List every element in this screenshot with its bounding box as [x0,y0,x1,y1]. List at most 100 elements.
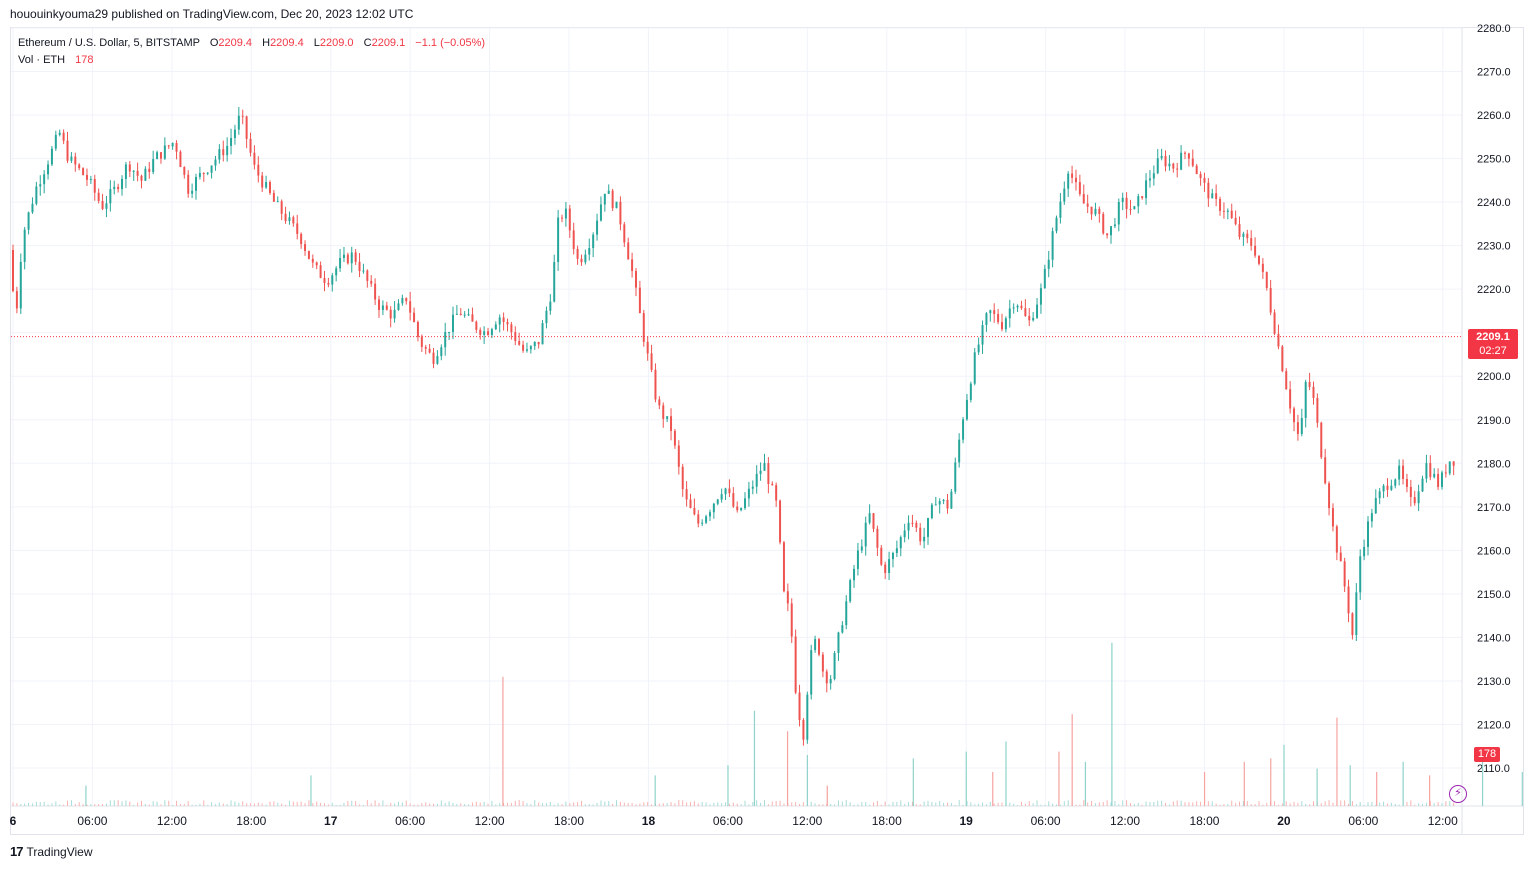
candle-body [35,186,38,204]
candle-body [381,305,384,310]
volume-bar [705,802,707,806]
volume-bar [748,804,750,806]
candle-body [187,174,190,194]
volume-bar [397,801,399,806]
volume-bar [1246,801,1248,806]
candle-body [833,653,836,679]
volume-bar [1168,804,1170,806]
high-value: 2209.4 [270,37,304,49]
volume-bar [1262,804,1264,806]
candle-body [541,323,544,345]
volume-bar [783,803,785,806]
candle-body [272,192,275,202]
volume-bar [752,802,754,806]
symbol-label[interactable]: Ethereum / U.S. Dollar, 5, BITSTAMP [18,37,200,49]
candle-body [397,303,400,310]
x-tick-label: 12:00 [1110,814,1140,828]
volume-bar [771,801,773,806]
candle-body [202,172,205,174]
volume-bar [545,803,547,806]
volume-bar [1367,802,1369,806]
volume-bar [1242,801,1244,806]
volume-bar [1445,801,1447,806]
candle-body [802,720,805,740]
volume-bar [113,800,115,806]
candle-body [817,639,820,655]
candle-body [237,115,240,130]
volume-bar [394,803,396,806]
candle-body [1191,158,1194,166]
y-tick-label: 2270.0 [1477,67,1511,79]
candle-body [346,254,349,264]
candle-body [124,164,127,179]
volume-bar [265,804,267,806]
low-value: 2209.0 [319,37,354,49]
volume-bar [1192,802,1194,806]
volume-bar [670,802,672,806]
volume-bar [666,803,668,806]
volume-bar [1079,804,1081,806]
volume-bar [970,802,972,806]
candle-body [179,151,182,168]
candle-body [1145,180,1148,199]
volume-bar [701,802,703,806]
candle-body [1261,263,1264,273]
volume-bar [616,800,618,806]
volume-bar [857,804,859,806]
volume-bar [1044,804,1046,806]
candle-body [74,156,77,165]
volume-bar [1371,801,1373,806]
volume-bar [86,804,88,806]
candle-body [78,164,81,169]
volume-bar [982,802,984,806]
candle-body [19,261,22,309]
volume-label[interactable]: Vol · ETH [18,54,66,66]
candle-body [1187,153,1190,159]
candle-body [615,201,618,209]
volume-bar [927,800,929,806]
volume-bar [105,803,107,806]
candle-body [880,547,883,565]
candle-body [658,399,661,406]
volume-bar [732,802,734,806]
candle-body [1000,322,1003,330]
volume-bar [121,801,123,806]
candle-body [1308,381,1311,387]
volume-bar [1153,801,1155,806]
volume-row: Vol · ETH 178 [18,52,485,69]
volume-bar [830,803,832,806]
volume-bar [876,800,878,806]
volume-bar [109,800,111,806]
volume-bar [1309,804,1311,806]
candle-body [1359,556,1362,593]
volume-bar [908,801,910,806]
volume-bar [316,801,318,806]
volume-bar [183,804,185,806]
volume-bar [1165,802,1167,806]
candle-body [121,178,124,190]
volume-bar [1036,800,1038,806]
candle-body [389,309,392,319]
volume-bar [214,804,216,806]
volume-bar [728,803,730,806]
footer-brand[interactable]: 17 TradingView [10,844,93,859]
volume-bar [133,804,135,806]
candle-body [1172,163,1175,169]
volume-bar [873,802,875,806]
volume-bar [915,804,917,806]
candle-body [307,250,310,259]
lightning-icon[interactable]: ⚡ [1449,785,1467,803]
candle-body [763,463,766,471]
volume-bar [1433,803,1435,806]
candle-body [109,189,112,204]
volume-bar [1149,802,1151,806]
candle-body [724,488,727,495]
candle-body [136,170,139,176]
candle-body [413,312,416,322]
volume-bar [117,800,119,806]
volume-spike [826,785,828,806]
volume-bar [985,804,987,806]
volume-bar [1340,800,1342,806]
volume-bar [565,801,567,806]
